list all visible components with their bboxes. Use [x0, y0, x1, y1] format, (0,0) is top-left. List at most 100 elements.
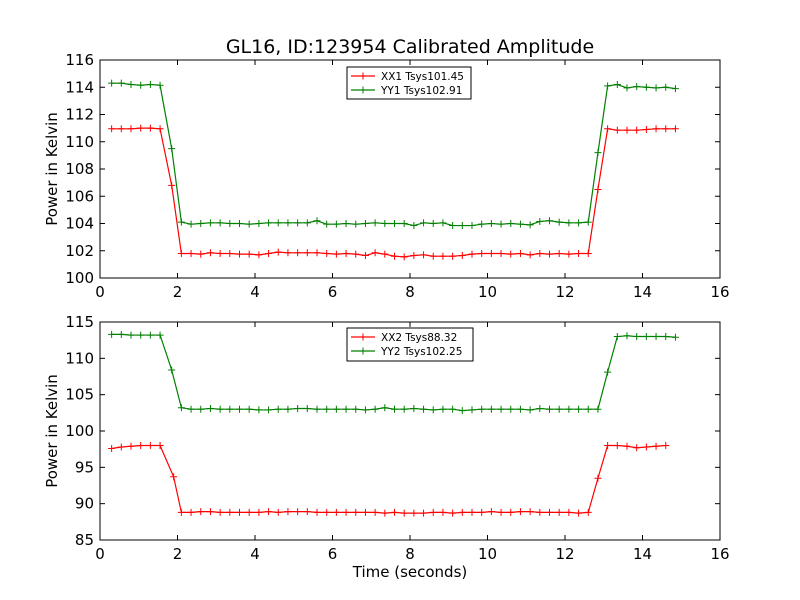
top-data-point: [108, 125, 116, 133]
top-data-point: [516, 220, 524, 228]
bottom-data-point: [420, 509, 428, 517]
top-ytick-label: 104: [65, 215, 94, 233]
top-data-point: [536, 217, 544, 225]
bottom-data-point: [497, 508, 505, 516]
top-data-point: [613, 81, 621, 89]
top-xtick-label: 10: [478, 283, 497, 301]
bottom-data-point: [478, 405, 486, 413]
top-data-point: [117, 79, 125, 87]
top-data-point: [584, 218, 592, 226]
top-data-point: [604, 82, 612, 90]
bottom-data-point: [371, 405, 379, 413]
bottom-data-point: [294, 404, 302, 412]
bottom-ytick-label: 100: [65, 422, 94, 440]
top-data-point: [642, 125, 650, 133]
bottom-data-point: [197, 508, 205, 516]
top-data-point: [255, 251, 263, 259]
top-data-point: [439, 252, 447, 260]
bottom-data-point: [216, 508, 224, 516]
top-data-point: [108, 79, 116, 87]
bottom-xtick-label: 10: [478, 545, 497, 563]
top-data-point: [623, 126, 631, 134]
top-data-point: [216, 249, 224, 257]
bottom-data-point: [623, 332, 631, 340]
bottom-data-point: [323, 405, 331, 413]
bottom-data-point: [642, 333, 650, 341]
bottom-legend-label: XX2 Tsys88.32: [381, 332, 457, 344]
bottom-data-point: [323, 508, 331, 516]
bottom-ytick-label: 85: [75, 531, 94, 549]
bottom-ytick-label: 110: [65, 349, 94, 367]
bottom-data-point: [226, 405, 234, 413]
top-xtick-label: 8: [405, 283, 415, 301]
top-data-point: [381, 250, 389, 258]
bottom-data-point: [487, 508, 495, 516]
bottom-xtick-label: 4: [250, 545, 260, 563]
bottom-data-point: [361, 406, 369, 414]
top-data-point: [478, 249, 486, 257]
top-data-point: [274, 219, 282, 227]
bottom-data-point: [342, 508, 350, 516]
top-data-point: [555, 249, 563, 257]
bottom-data-point: [332, 508, 340, 516]
bottom-data-point: [137, 331, 145, 339]
bottom-series-line-1: [111, 444, 666, 514]
top-data-point: [226, 249, 234, 257]
bottom-data-point: [265, 406, 273, 414]
top-data-point: [507, 220, 515, 227]
bottom-data-point: [507, 405, 515, 413]
top-data-point: [168, 181, 176, 189]
top-data-point: [371, 249, 379, 257]
top-data-point: [284, 249, 292, 257]
top-data-point: [391, 252, 398, 260]
top-data-point: [410, 222, 418, 230]
top-chart-ylabel: Power in Kelvin: [43, 112, 61, 226]
bottom-data-point: [342, 405, 350, 413]
bottom-data-point: [197, 405, 205, 413]
bottom-data-point: [439, 508, 447, 516]
bottom-xtick-label: 6: [328, 545, 338, 563]
top-series-line-2: [111, 82, 676, 227]
top-xtick-label: 6: [328, 283, 338, 301]
bottom-data-point: [565, 405, 573, 413]
top-data-point: [497, 249, 505, 257]
bottom-data-point: [400, 405, 408, 413]
bottom-xtick-label: 0: [95, 545, 105, 563]
bottom-data-point: [236, 405, 243, 413]
top-data-point: [342, 220, 350, 227]
bottom-data-point: [604, 368, 612, 376]
bottom-data-point: [313, 508, 321, 516]
top-data-point: [177, 249, 185, 257]
top-data-point: [371, 219, 379, 227]
top-legend-marker: [359, 72, 367, 80]
bottom-data-point: [206, 404, 214, 412]
bottom-data-point: [429, 508, 437, 516]
top-data-point: [526, 221, 534, 229]
top-data-point: [294, 249, 302, 257]
top-xtick-label: 12: [555, 283, 574, 301]
top-data-point: [400, 220, 408, 227]
bottom-data-point: [633, 333, 641, 341]
bottom-data-point: [108, 330, 116, 338]
bottom-data-point: [352, 508, 360, 516]
bottom-data-point: [526, 508, 534, 516]
bottom-data-point: [245, 405, 253, 413]
top-ytick-label: 108: [65, 160, 94, 178]
top-data-point: [623, 84, 631, 92]
bottom-data-point: [391, 508, 398, 516]
top-xtick-label: 4: [250, 283, 260, 301]
bottom-data-point: [216, 405, 224, 413]
top-data-point: [137, 124, 145, 132]
bottom-data-point: [156, 331, 164, 339]
top-data-point: [197, 250, 205, 258]
top-data-point: [245, 220, 253, 228]
bottom-data-point: [478, 508, 486, 516]
top-data-point: [584, 249, 592, 257]
top-data-point: [420, 219, 428, 227]
top-data-point: [313, 217, 321, 225]
top-data-point: [303, 249, 311, 257]
bottom-data-point: [575, 509, 583, 517]
top-data-point: [352, 220, 360, 228]
bottom-data-point: [187, 508, 195, 516]
